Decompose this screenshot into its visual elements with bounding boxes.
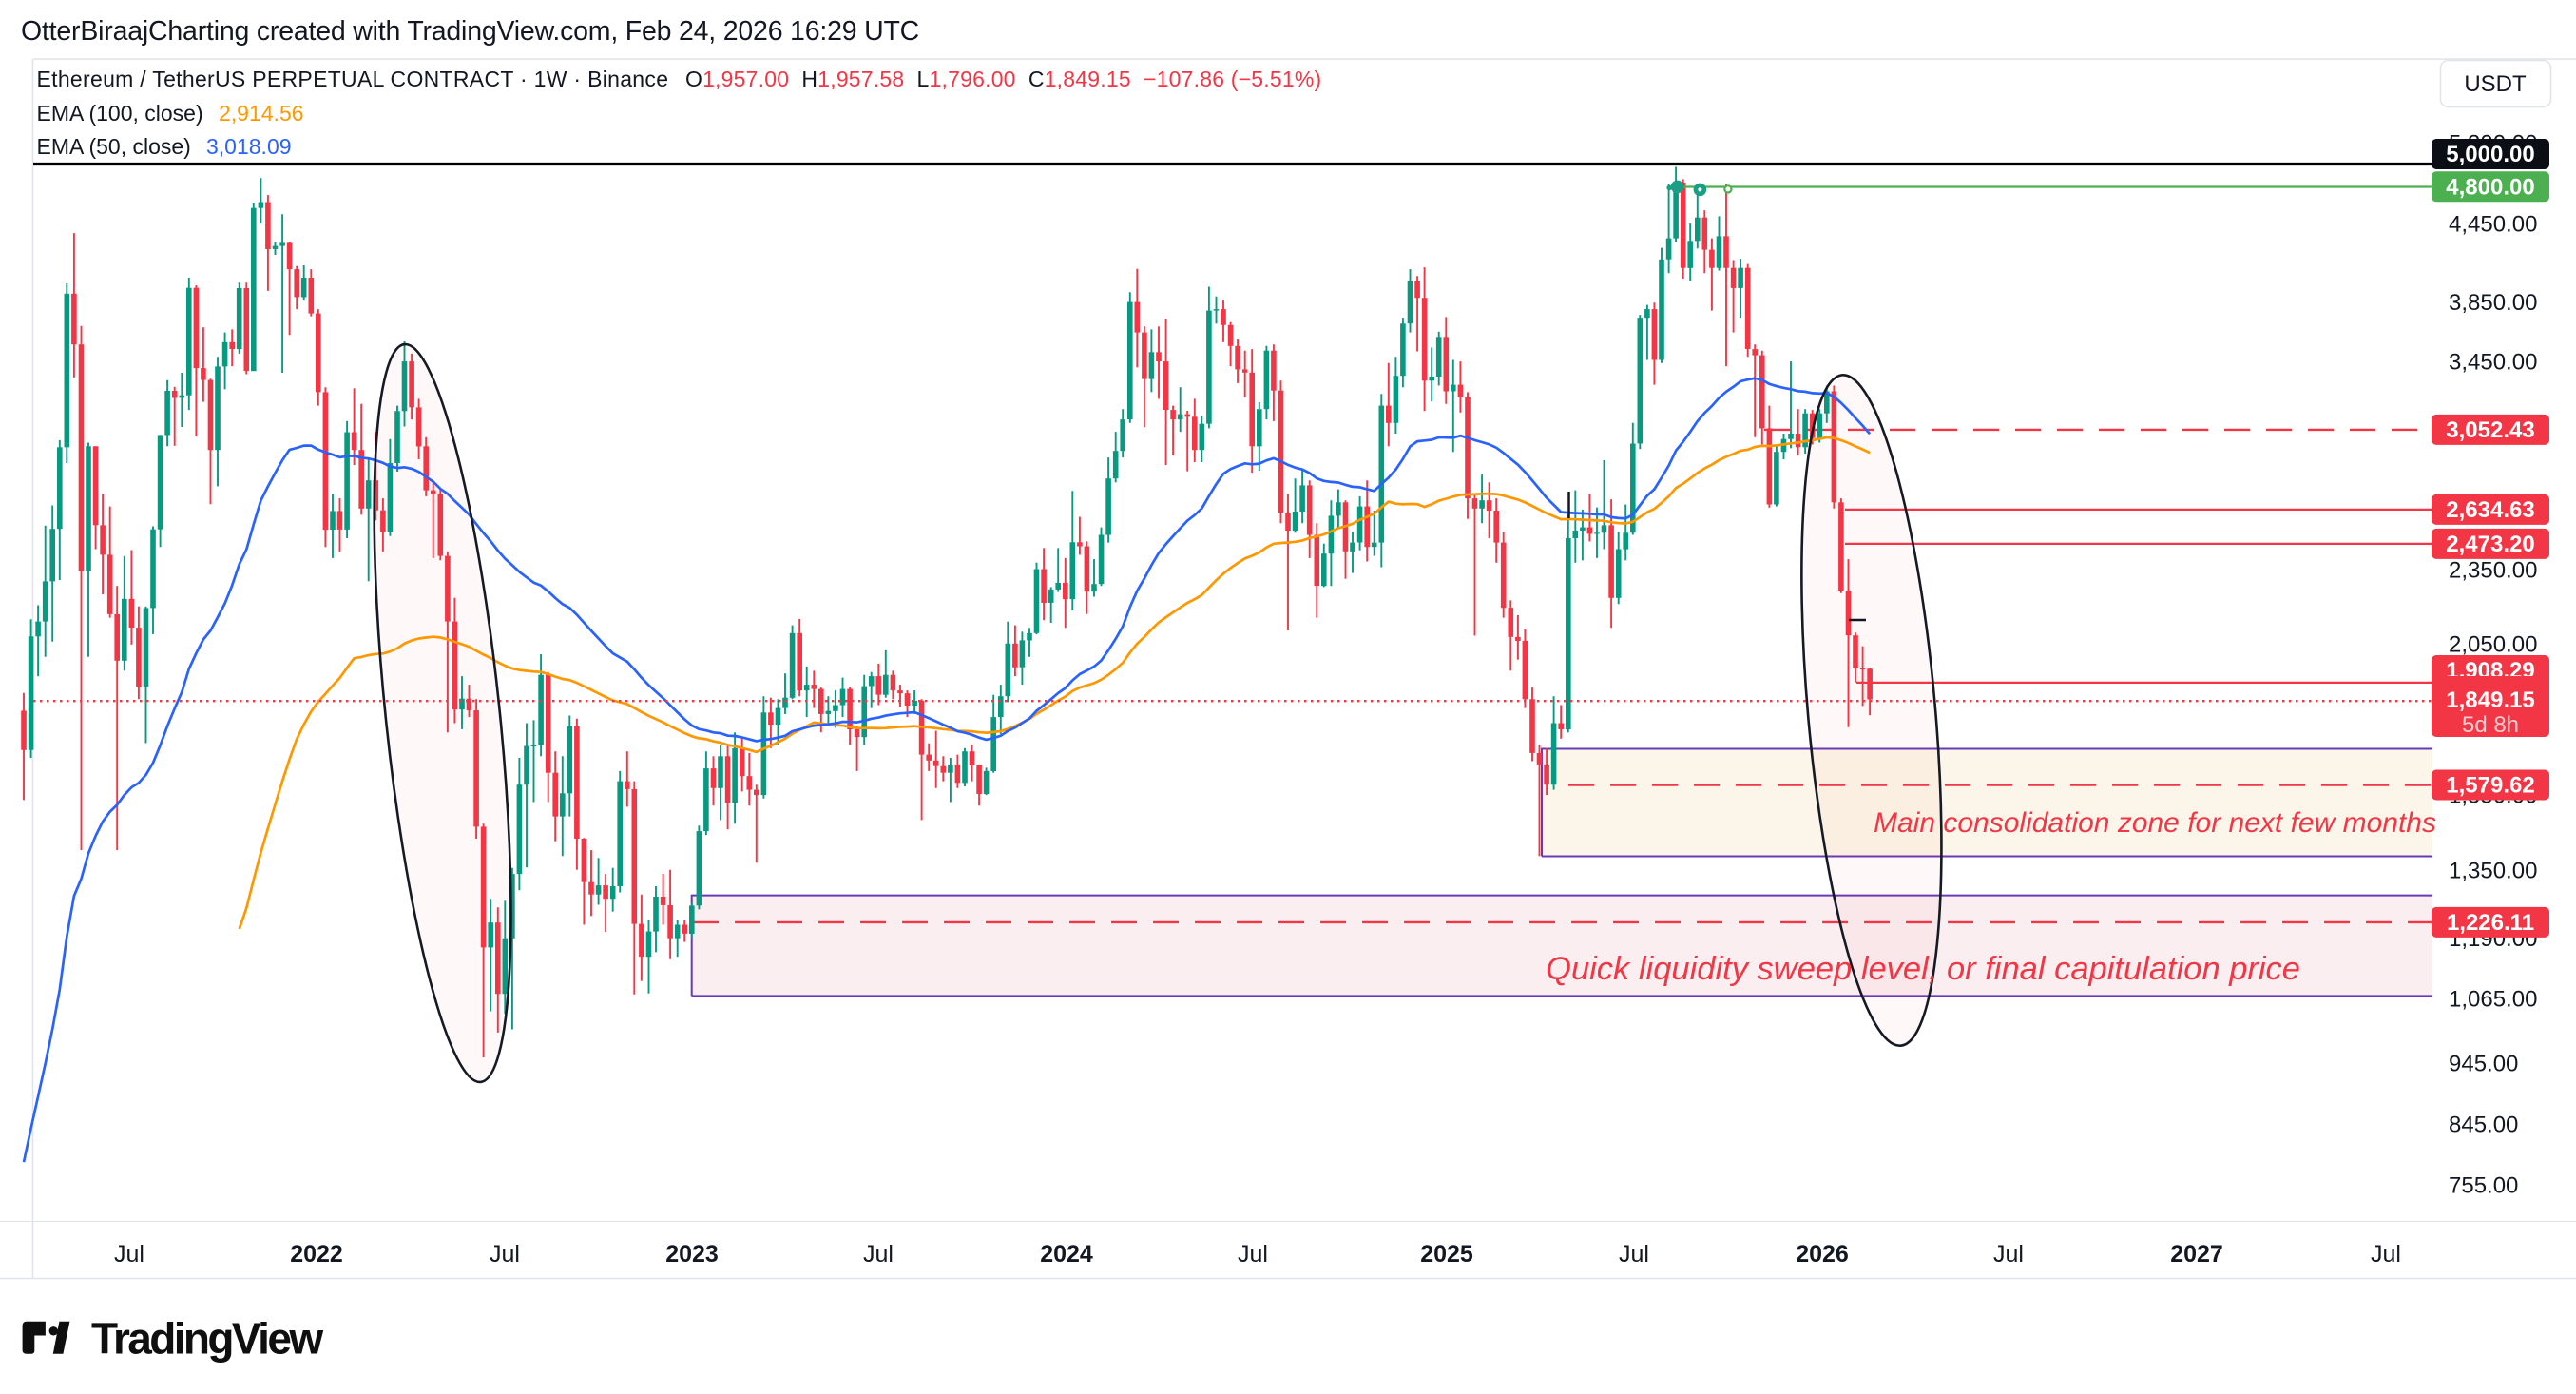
svg-text:5d 8h: 5d 8h [2462,712,2519,738]
svg-text:USDT: USDT [2464,71,2527,97]
svg-text:4,800.00: 4,800.00 [2446,174,2534,200]
svg-text:Jul: Jul [1993,1241,2024,1268]
svg-text:2022: 2022 [290,1241,343,1268]
svg-text:Jul: Jul [2371,1241,2401,1268]
svg-text:4,450.00: 4,450.00 [2449,212,2537,238]
svg-text:Jul: Jul [114,1241,144,1268]
svg-text:EMA (50, close): EMA (50, close) [37,134,191,159]
svg-text:3,018.09: 3,018.09 [206,134,292,159]
svg-text:5,000.00: 5,000.00 [2446,142,2534,167]
svg-text:OtterBiraajCharting created wi: OtterBiraajCharting created with Trading… [21,16,919,47]
svg-text:2026: 2026 [1796,1241,1849,1268]
svg-text:3,052.43: 3,052.43 [2446,417,2534,443]
svg-text:3,850.00: 3,850.00 [2449,290,2537,316]
svg-text:2,050.00: 2,050.00 [2449,631,2537,657]
svg-text:O1,957.00 H1,957.58 L1,796.0: O1,957.00 H1,957.58 L1,796.00 C1,849.15 … [685,67,1321,91]
svg-text:TradingView: TradingView [91,1314,323,1364]
svg-text:2,634.63: 2,634.63 [2446,497,2534,523]
svg-text:Ethereum / TetherUS PERPETUAL: Ethereum / TetherUS PERPETUAL CONTRACT ·… [37,67,669,91]
svg-text:1,226.11: 1,226.11 [2447,910,2534,936]
svg-text:Jul: Jul [1619,1241,1649,1268]
svg-text:Jul: Jul [1238,1241,1268,1268]
svg-text:755.00: 755.00 [2449,1173,2518,1199]
svg-text:EMA (100, close): EMA (100, close) [37,101,203,126]
svg-text:2,473.20: 2,473.20 [2446,532,2534,557]
svg-text:1,579.62: 1,579.62 [2446,773,2534,799]
svg-text:1,350.00: 1,350.00 [2449,858,2537,883]
svg-text:845.00: 845.00 [2449,1112,2518,1137]
svg-text:2025: 2025 [1420,1241,1473,1268]
svg-text:1,065.00: 1,065.00 [2449,987,2537,1013]
svg-text:2,350.00: 2,350.00 [2449,557,2537,583]
svg-text:Quick liquidity sweep level, o: Quick liquidity sweep level, or final ca… [1546,951,2300,987]
svg-text:3,450.00: 3,450.00 [2449,350,2537,376]
svg-text:Main consolidation zone for ne: Main consolidation zone for next few mon… [1874,807,2436,839]
svg-text:2027: 2027 [2170,1241,2223,1268]
svg-text:Jul: Jul [490,1241,520,1268]
svg-text:1,849.15: 1,849.15 [2446,687,2534,713]
svg-text:945.00: 945.00 [2449,1052,2518,1077]
svg-text:2023: 2023 [665,1241,719,1268]
svg-text:Jul: Jul [863,1241,894,1268]
svg-text:2,914.56: 2,914.56 [219,101,304,126]
svg-text:2024: 2024 [1040,1241,1093,1268]
